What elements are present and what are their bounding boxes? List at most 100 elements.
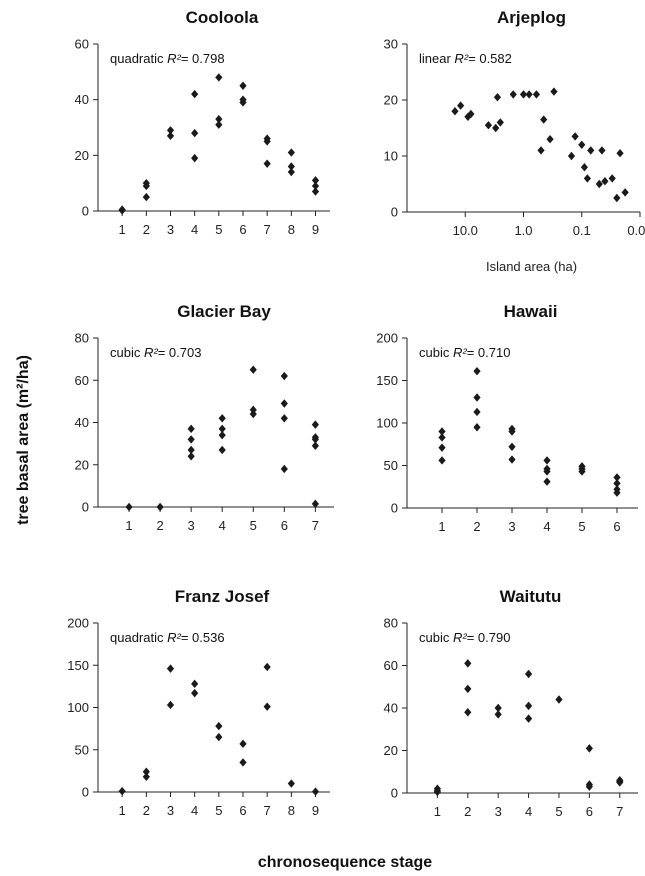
fit-model-label: cubic [110,345,144,360]
chart-panel-3: 0 20 40 60 80 1 2 3 4 5 6 7 Glacier Bay cubic R²= 0.7… [75,302,334,533]
y-axis-title: tree basal area (m²/ha) [15,355,32,525]
data-point [187,445,195,455]
data-point [598,146,606,155]
x-tick-label: 0.01 [627,223,645,238]
data-point [125,502,133,512]
y-tick-label: 20 [384,93,398,108]
data-point [311,187,320,196]
data-point [280,464,288,474]
x-tick-label: 7 [264,803,271,818]
y-tick-label: 60 [75,37,89,52]
data-point [508,442,516,451]
fit-model-label: quadratic [110,51,167,66]
data-point [249,365,257,374]
x-tick-label: 4 [525,804,532,819]
data-point [239,758,247,767]
y-tick-label: 100 [67,700,89,715]
data-point [464,659,472,668]
x-tick-label: 2 [464,804,471,819]
y-tick-label: 60 [75,373,89,388]
chart-title: Franz Josef [175,587,270,606]
y-tick-label: 60 [384,658,398,673]
x-tick-label: 5 [215,803,222,818]
data-point [218,414,226,423]
data-point [555,695,563,704]
x-tick-label: 8 [288,803,295,818]
data-point [543,467,551,476]
data-point [142,772,150,781]
x-tick-label: 6 [586,804,593,819]
chart-title: Arjeplog [497,8,566,27]
data-point [287,167,295,177]
data-point [492,123,500,133]
data-point [263,702,271,711]
data-point [187,435,195,444]
x-tick-label: 1.0 [514,223,532,238]
y-tick-label: 80 [384,616,398,631]
y-tick-label: 100 [376,416,398,431]
data-point [580,163,589,172]
y-tick-label: 0 [391,205,398,220]
data-point [215,721,223,731]
x-axis-label: Island area (ha) [486,259,577,274]
data-point [218,424,226,434]
fit-r2-value: = 0.710 [467,345,511,360]
y-tick-label: 20 [384,743,398,758]
data-point [287,148,295,157]
y-tick-label: 200 [376,331,398,346]
data-point [484,121,493,130]
x-tick-label: 10.0 [453,223,478,238]
data-point [493,93,502,102]
fit-r2-symbol: R² [167,630,181,645]
fit-annotation: cubic R²= 0.790 [419,630,510,645]
fit-model-label: cubic [419,345,453,360]
data-point [467,109,475,119]
data-point [540,115,548,124]
data-point [191,153,199,163]
data-point [508,455,516,464]
data-point [166,664,175,673]
chart-title: Waitutu [500,587,562,606]
data-point [287,162,295,171]
data-point [239,739,247,749]
data-point [249,409,257,419]
data-point [525,90,533,99]
chart-panel-6: 0 20 40 60 80 1 2 3 4 5 6 7 Waitutu cubic R²= 0.790 [384,587,638,819]
data-point [546,135,554,144]
data-point [496,118,504,127]
chart-panel-4: 0 50 100 150 200 1 2 3 4 5 6 Hawaii cubic R²= 0.710 [376,302,638,534]
x-tick-label: 4 [191,803,198,818]
x-tick-label: 5 [215,222,222,237]
fit-r2-symbol: R² [453,345,467,360]
fit-model-label: quadratic [110,630,167,645]
y-tick-label: 0 [82,785,89,800]
data-point [508,427,516,436]
data-point [280,399,288,408]
data-point [239,98,247,107]
y-tick-label: 150 [67,658,89,673]
data-point [438,443,446,452]
data-point [571,132,579,141]
data-point [613,473,621,482]
data-point [191,89,199,99]
data-point [215,732,223,742]
fit-r2-value: = 0.536 [181,630,225,645]
x-tick-label: 6 [239,222,246,237]
data-point [118,206,126,215]
data-point [473,393,481,402]
data-point [311,787,320,796]
chart-title: Hawaii [504,302,558,321]
data-point [438,433,446,442]
y-tick-label: 0 [82,500,89,515]
data-point [187,424,195,434]
y-tick-label: 40 [384,701,398,716]
data-point [263,137,271,146]
data-point [583,174,591,183]
data-point [438,456,446,465]
data-point [601,177,609,186]
x-tick-label: 3 [495,804,502,819]
fit-r2-value: = 0.582 [468,51,512,66]
fit-r2-symbol: R² [454,51,468,66]
y-tick-label: 200 [67,616,89,631]
fit-model-label: cubic [419,630,453,645]
